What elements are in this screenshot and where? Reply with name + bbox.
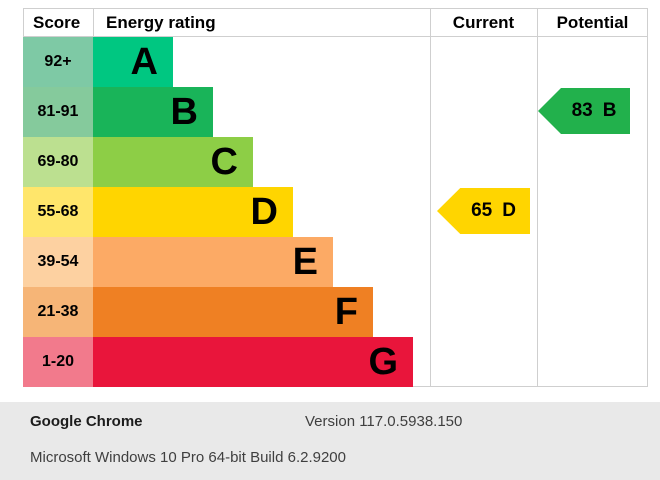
current-rating-arrow: 65 D: [437, 188, 530, 234]
band-letter: F: [334, 291, 358, 333]
band-bar: E: [93, 237, 333, 287]
band-row-b: 81-91 B: [23, 87, 413, 137]
band-letter: E: [292, 241, 318, 283]
browser-name: Google Chrome: [30, 413, 143, 430]
band-bar: G: [93, 337, 413, 387]
band-bar: B: [93, 87, 213, 137]
band-letter: A: [130, 41, 158, 83]
energy-rating-chart: Score Energy rating Current Potential 92…: [23, 8, 648, 387]
table-right-border: [647, 8, 648, 387]
current-rating-band: D: [502, 200, 516, 221]
column-divider-potential: [537, 8, 538, 387]
band-row-e: 39-54 E: [23, 237, 413, 287]
column-divider-current: [430, 8, 431, 387]
chart-header: Score Energy rating Current Potential: [23, 8, 648, 37]
band-row-a: 92+ A: [23, 37, 413, 87]
band-letter: B: [170, 91, 198, 133]
band-row-f: 21-38 F: [23, 287, 413, 337]
browser-version: Version 117.0.5938.150: [305, 413, 463, 430]
potential-rating-value: 83: [571, 100, 593, 121]
potential-rating-arrow: 83 B: [538, 88, 630, 134]
band-score-range: 92+: [23, 37, 93, 87]
current-rating-value: 65: [471, 200, 493, 221]
band-letter: D: [250, 191, 278, 233]
os-info: Microsoft Windows 10 Pro 64-bit Build 6.…: [30, 449, 346, 466]
band-row-c: 69-80 C: [23, 137, 413, 187]
column-header-energy-rating: Energy rating: [93, 9, 430, 36]
system-info-footer: Google Chrome Version 117.0.5938.150 Mic…: [0, 402, 660, 480]
band-score-range: 39-54: [23, 237, 93, 287]
band-rows: 92+ A 81-91 B 69-80 C 55-68 D 39-54 E 21…: [23, 37, 413, 387]
band-letter: C: [210, 141, 238, 183]
column-header-potential: Potential: [556, 12, 629, 32]
potential-rating-band: B: [602, 100, 617, 121]
band-score-range: 81-91: [23, 87, 93, 137]
band-bar: D: [93, 187, 293, 237]
band-score-range: 21-38: [23, 287, 93, 337]
band-row-g: 1-20 G: [23, 337, 413, 387]
band-bar: A: [93, 37, 173, 87]
column-header-current: Current: [452, 12, 515, 32]
band-letter: G: [368, 341, 398, 383]
band-bar: F: [93, 287, 373, 337]
band-score-range: 69-80: [23, 137, 93, 187]
band-score-range: 1-20: [23, 337, 93, 387]
band-row-d: 55-68 D: [23, 187, 413, 237]
column-header-score: Score: [23, 9, 93, 36]
band-bar: C: [93, 137, 253, 187]
band-score-range: 55-68: [23, 187, 93, 237]
